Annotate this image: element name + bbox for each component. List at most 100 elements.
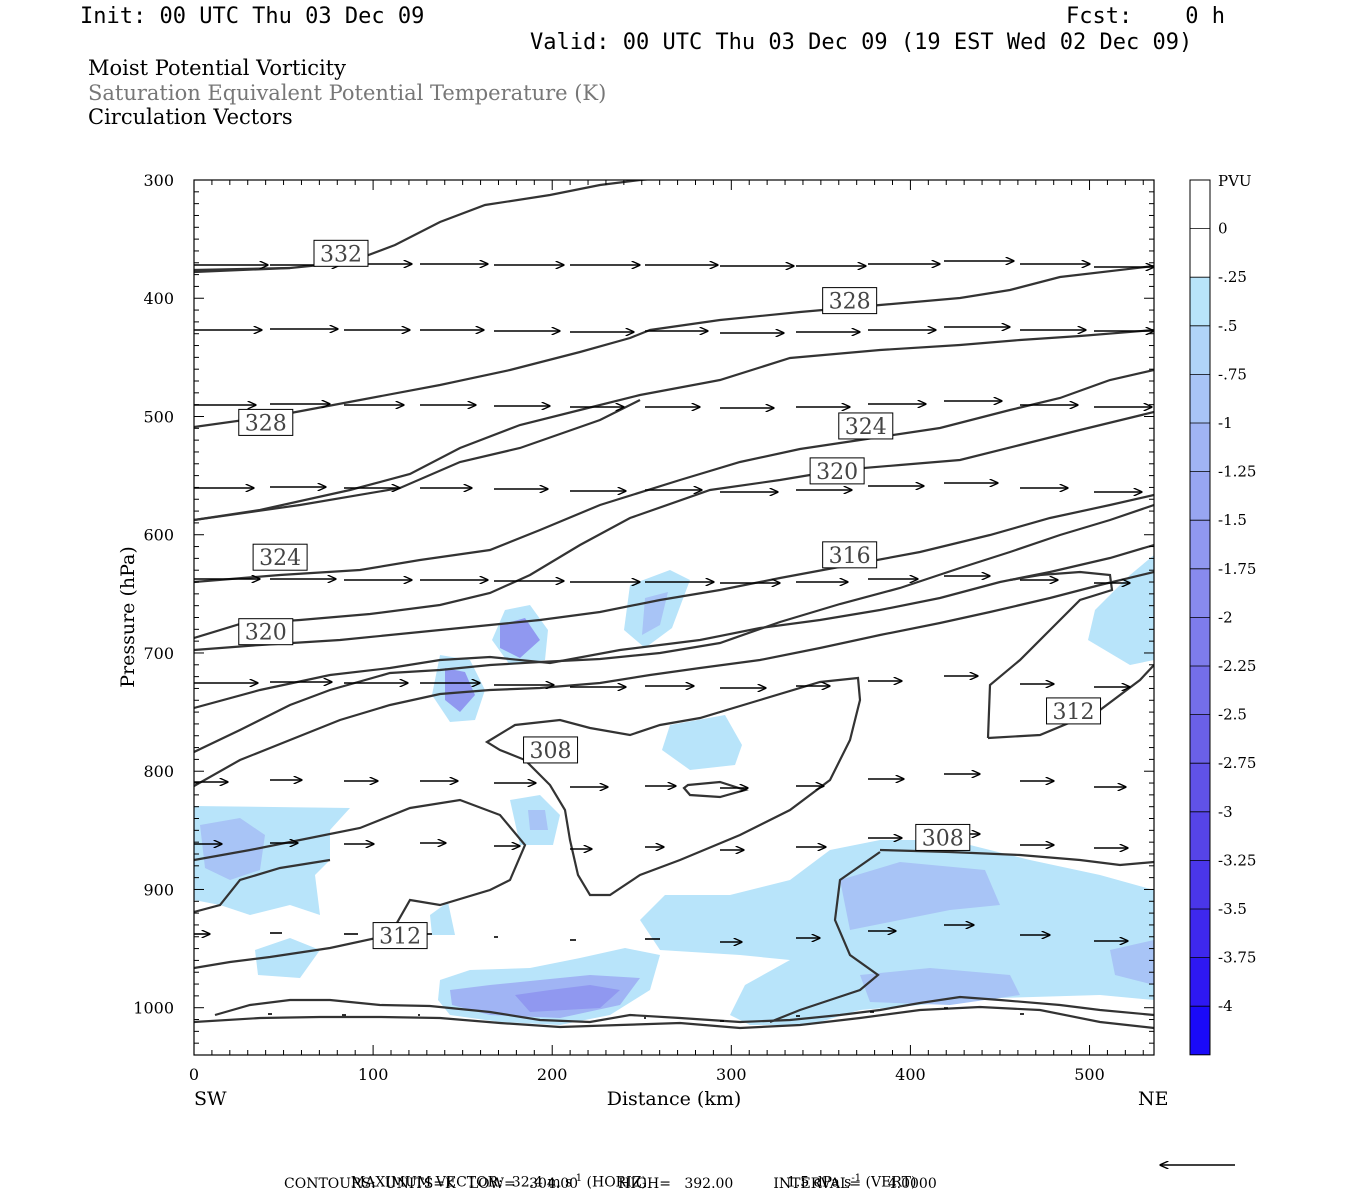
axis-ticks (193, 179, 1154, 1056)
contour-label-text: 312 (1053, 700, 1095, 725)
colorbar-swatch (1190, 714, 1210, 764)
contour-label-box (1046, 697, 1102, 725)
y-tick-label: 700 (143, 644, 174, 663)
contour-316 (194, 410, 1154, 640)
y-tick-label: 300 (143, 171, 174, 190)
colorbar-level-label: -.75 (1218, 365, 1247, 383)
x-tick-label: 100 (358, 1065, 389, 1084)
colorbar-level-label: -3 (1218, 803, 1233, 821)
colorbar-swatch (1190, 520, 1210, 569)
mpv-region-lowlevel-core (840, 862, 1000, 930)
contour-label: 328 (238, 408, 294, 436)
contour-label: 308 (915, 823, 971, 851)
colorbar-units: PVU (1218, 172, 1252, 190)
max-vert-note: 1.5 dPa s-1 (VERT) (786, 1173, 917, 1191)
y-tick-label: 400 (143, 289, 174, 308)
contour-label: 328 (822, 287, 878, 315)
contour-low-right (879, 848, 1154, 867)
contour-label-box (822, 287, 878, 315)
colorbar-swatch (1190, 1006, 1210, 1055)
colorbar-level-label: -.5 (1218, 317, 1237, 335)
contour-328 (194, 264, 1154, 429)
colorbar-level-label: -3.75 (1218, 949, 1256, 967)
colorbar-swatch (1190, 374, 1210, 423)
colorbar-level-label: -.25 (1218, 268, 1247, 286)
colorbar-swatch (1190, 180, 1210, 229)
colorbar-level-label: -2.5 (1218, 706, 1247, 724)
contour-308-low (194, 798, 527, 970)
colorbar-swatch (1190, 423, 1210, 472)
contour-label-text: 324 (259, 546, 301, 571)
axis-tick-labels: 300 400 500 600 700 800 900 1000 0 100 200 300 400 50… (133, 171, 1105, 1084)
mpv-region-column-core (445, 668, 475, 712)
contour-label-text: 320 (816, 460, 858, 485)
colorbar-swatch (1190, 325, 1210, 375)
x-tick-label: 400 (895, 1065, 926, 1084)
contour-label: 320 (809, 457, 865, 485)
colorbar-swatch (1190, 277, 1210, 326)
colorbar-swatch (1190, 909, 1210, 958)
mpv-region-mid-upper-core (500, 618, 540, 658)
colorbar-swatch (1190, 228, 1210, 278)
y-axis-title: Pressure (hPa) (117, 546, 139, 688)
contour-304-upper (194, 503, 1154, 753)
colorbar-swatch (1190, 957, 1210, 1007)
contour-small-loop (682, 780, 749, 799)
y-tick-label: 800 (143, 762, 174, 781)
colorbar-level-label: -1.5 (1218, 511, 1247, 529)
contour-label-text: 328 (245, 411, 287, 436)
max-vector-note: MAXIMUM VECTOR: 32.4 m s-1 (HORIZ) (350, 1173, 647, 1191)
colorbar-swatch (1190, 860, 1210, 909)
contour-label: 324 (252, 543, 308, 571)
contour-label-box (372, 922, 428, 950)
contour-label-text: 328 (829, 290, 871, 315)
contour-320 (194, 368, 1154, 584)
contour-label-text: 332 (320, 242, 362, 267)
colorbar: 0 -.25 -.5 -.75 -1 -1.25 -1.5 -1.75 -2 -2.25 -2.5 -… (1189, 179, 1256, 1056)
contour-label-text: 312 (379, 925, 421, 950)
mpv-region-lowlevel-main (640, 840, 1154, 1025)
contour-label-text: 308 (922, 826, 964, 851)
contour-308-ne (769, 851, 881, 1024)
contour-label-box (252, 543, 308, 571)
contour-labels: 332 328 328 324 320 324 316 320 312 308 308 312 (238, 239, 1102, 950)
mpv-region-bottom-left-core-2 (515, 985, 620, 1012)
colorbar-level-label: -2.25 (1218, 657, 1256, 675)
valid-time: Valid: 00 UTC Thu 03 Dec 09 (19 EST Wed … (530, 30, 1193, 55)
contour-332 (194, 180, 641, 274)
colorbar-swatch (1190, 666, 1210, 715)
contour-label: 320 (238, 618, 294, 646)
mpv-region-sw-core (200, 818, 265, 880)
contour-label: 324 (838, 412, 894, 440)
x-axis-left-label: SW (194, 1088, 227, 1110)
x-tick-label: 300 (716, 1065, 747, 1084)
mpv-region-ne-upper (1088, 555, 1154, 665)
mpv-region-800-core (528, 810, 548, 830)
x-tick-label: 500 (1074, 1065, 1105, 1084)
x-tick-label: 200 (537, 1065, 568, 1084)
mpv-shading (194, 555, 1154, 1025)
field-title-mpv: Moist Potential Vorticity (88, 56, 346, 80)
contour-label-box (838, 412, 894, 440)
colorbar-swatch (1190, 763, 1210, 812)
mpv-region-lowlevel-core-2 (860, 968, 1020, 1005)
x-tick-label: 0 (189, 1065, 199, 1084)
contour-label-text: 320 (245, 621, 287, 646)
contour-label: 312 (372, 922, 428, 950)
colorbar-level-label: -1.25 (1218, 463, 1256, 481)
mpv-region-small-2 (430, 902, 455, 935)
colorbar-level-label: -2.75 (1218, 754, 1256, 772)
colorbar-swatch (1190, 811, 1210, 861)
colorbar-level-label: -1.75 (1218, 560, 1256, 578)
colorbar-level-label: -3.25 (1218, 851, 1256, 869)
colorbar-level-label: -3.5 (1218, 900, 1247, 918)
contour-312-upper (194, 493, 1154, 652)
contour-328-upper (194, 180, 654, 272)
colorbar-swatch (1190, 617, 1210, 666)
field-title-vectors: Circulation Vectors (88, 105, 293, 129)
colorbar-swatch (1190, 471, 1210, 521)
contour-sfc-1 (214, 995, 1154, 1024)
contour-label-box (809, 457, 865, 485)
contour-label-box (822, 541, 878, 569)
